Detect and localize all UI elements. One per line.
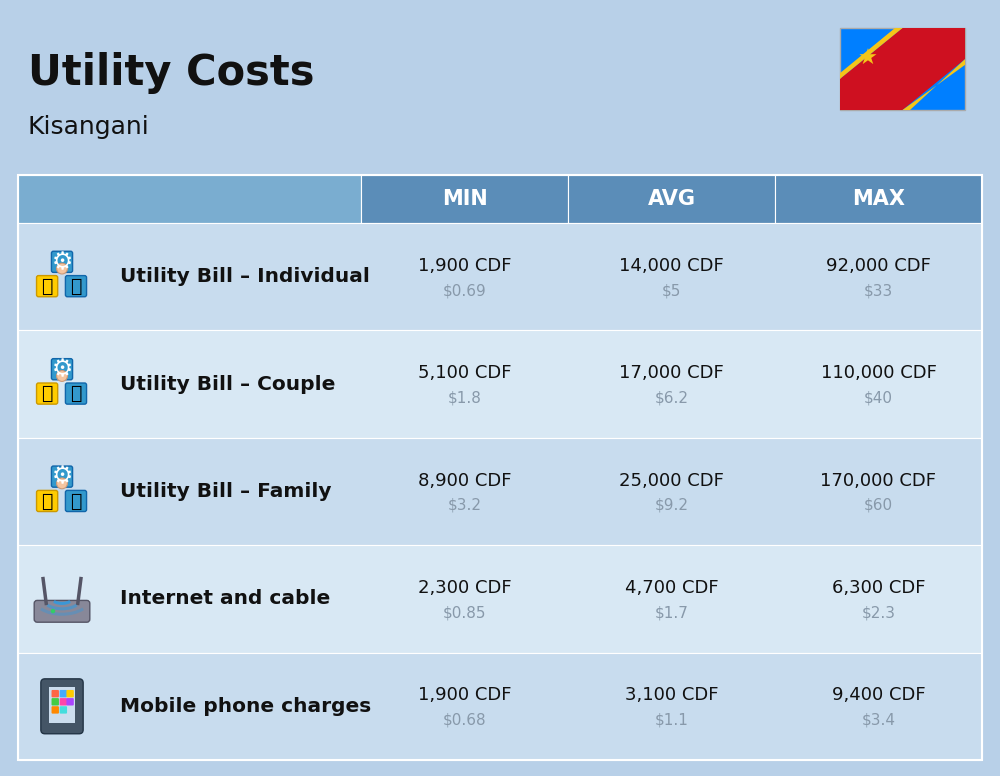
Text: 🔌: 🔌 bbox=[41, 384, 53, 403]
Circle shape bbox=[57, 478, 67, 489]
FancyBboxPatch shape bbox=[840, 28, 965, 110]
Text: Utility Costs: Utility Costs bbox=[28, 52, 314, 94]
Circle shape bbox=[57, 371, 67, 381]
FancyBboxPatch shape bbox=[361, 175, 568, 223]
Text: 14,000 CDF: 14,000 CDF bbox=[619, 257, 724, 275]
Text: $0.69: $0.69 bbox=[443, 283, 486, 298]
Text: $1.8: $1.8 bbox=[448, 390, 481, 406]
Text: MIN: MIN bbox=[442, 189, 487, 209]
FancyBboxPatch shape bbox=[60, 706, 67, 714]
Text: $1.7: $1.7 bbox=[655, 605, 688, 620]
FancyBboxPatch shape bbox=[37, 275, 58, 296]
FancyBboxPatch shape bbox=[18, 546, 982, 653]
Text: $40: $40 bbox=[864, 390, 893, 406]
Text: 8,900 CDF: 8,900 CDF bbox=[418, 472, 511, 490]
FancyBboxPatch shape bbox=[34, 601, 90, 622]
Text: 💧: 💧 bbox=[70, 491, 82, 511]
Circle shape bbox=[57, 263, 67, 274]
Text: ⚙: ⚙ bbox=[51, 465, 73, 489]
FancyBboxPatch shape bbox=[18, 175, 361, 223]
Text: 3,100 CDF: 3,100 CDF bbox=[625, 686, 718, 705]
FancyBboxPatch shape bbox=[37, 490, 58, 511]
Text: 92,000 CDF: 92,000 CDF bbox=[826, 257, 931, 275]
FancyBboxPatch shape bbox=[51, 359, 73, 379]
Text: ⚙: ⚙ bbox=[51, 250, 73, 274]
Text: 25,000 CDF: 25,000 CDF bbox=[619, 472, 724, 490]
Text: MAX: MAX bbox=[852, 189, 905, 209]
Polygon shape bbox=[840, 28, 965, 110]
Text: 4,700 CDF: 4,700 CDF bbox=[625, 579, 718, 597]
Text: Kisangani: Kisangani bbox=[28, 115, 150, 139]
Text: $6.2: $6.2 bbox=[654, 390, 688, 406]
FancyBboxPatch shape bbox=[41, 679, 83, 734]
FancyBboxPatch shape bbox=[65, 275, 87, 296]
FancyBboxPatch shape bbox=[18, 653, 982, 760]
Text: Utility Bill – Couple: Utility Bill – Couple bbox=[120, 375, 335, 393]
Text: 2,300 CDF: 2,300 CDF bbox=[418, 579, 511, 597]
Polygon shape bbox=[902, 59, 965, 110]
Text: 5,100 CDF: 5,100 CDF bbox=[418, 364, 511, 382]
FancyBboxPatch shape bbox=[52, 706, 59, 714]
FancyBboxPatch shape bbox=[18, 223, 982, 331]
Text: 110,000 CDF: 110,000 CDF bbox=[821, 364, 936, 382]
Text: 💧: 💧 bbox=[70, 277, 82, 296]
Text: 6,300 CDF: 6,300 CDF bbox=[832, 579, 925, 597]
Text: 1,900 CDF: 1,900 CDF bbox=[418, 686, 511, 705]
Text: $3.2: $3.2 bbox=[448, 498, 482, 513]
FancyBboxPatch shape bbox=[65, 383, 87, 404]
Text: 🔌: 🔌 bbox=[41, 491, 53, 511]
FancyBboxPatch shape bbox=[66, 690, 74, 698]
Text: $3.4: $3.4 bbox=[862, 713, 896, 728]
Text: 💧: 💧 bbox=[70, 384, 82, 403]
FancyBboxPatch shape bbox=[775, 175, 982, 223]
Circle shape bbox=[51, 609, 55, 613]
Text: $33: $33 bbox=[864, 283, 893, 298]
Text: $2.3: $2.3 bbox=[862, 605, 896, 620]
Text: Mobile phone charges: Mobile phone charges bbox=[120, 697, 371, 715]
Text: $5: $5 bbox=[662, 283, 681, 298]
FancyBboxPatch shape bbox=[60, 690, 67, 698]
Text: Utility Bill – Individual: Utility Bill – Individual bbox=[120, 267, 370, 286]
Text: AVG: AVG bbox=[648, 189, 696, 209]
Text: 🔌: 🔌 bbox=[41, 277, 53, 296]
FancyBboxPatch shape bbox=[49, 688, 75, 723]
FancyBboxPatch shape bbox=[51, 466, 73, 487]
Polygon shape bbox=[840, 28, 902, 79]
Text: 170,000 CDF: 170,000 CDF bbox=[820, 472, 936, 490]
Text: 9,400 CDF: 9,400 CDF bbox=[832, 686, 925, 705]
FancyBboxPatch shape bbox=[18, 438, 982, 546]
FancyBboxPatch shape bbox=[52, 690, 59, 698]
Text: Internet and cable: Internet and cable bbox=[120, 590, 330, 608]
Text: Utility Bill – Family: Utility Bill – Family bbox=[120, 482, 332, 501]
FancyBboxPatch shape bbox=[51, 251, 73, 272]
FancyBboxPatch shape bbox=[60, 698, 67, 705]
Text: $9.2: $9.2 bbox=[654, 498, 688, 513]
Text: ⚙: ⚙ bbox=[51, 357, 73, 381]
Text: $0.85: $0.85 bbox=[443, 605, 486, 620]
FancyBboxPatch shape bbox=[37, 383, 58, 404]
FancyBboxPatch shape bbox=[18, 331, 982, 438]
Text: $1.1: $1.1 bbox=[655, 713, 688, 728]
Text: $0.68: $0.68 bbox=[443, 713, 486, 728]
FancyBboxPatch shape bbox=[52, 698, 59, 705]
Text: $60: $60 bbox=[864, 498, 893, 513]
FancyBboxPatch shape bbox=[66, 698, 74, 705]
Text: 1,900 CDF: 1,900 CDF bbox=[418, 257, 511, 275]
Text: 17,000 CDF: 17,000 CDF bbox=[619, 364, 724, 382]
Text: ★: ★ bbox=[858, 49, 878, 69]
FancyBboxPatch shape bbox=[65, 490, 87, 511]
FancyBboxPatch shape bbox=[568, 175, 775, 223]
